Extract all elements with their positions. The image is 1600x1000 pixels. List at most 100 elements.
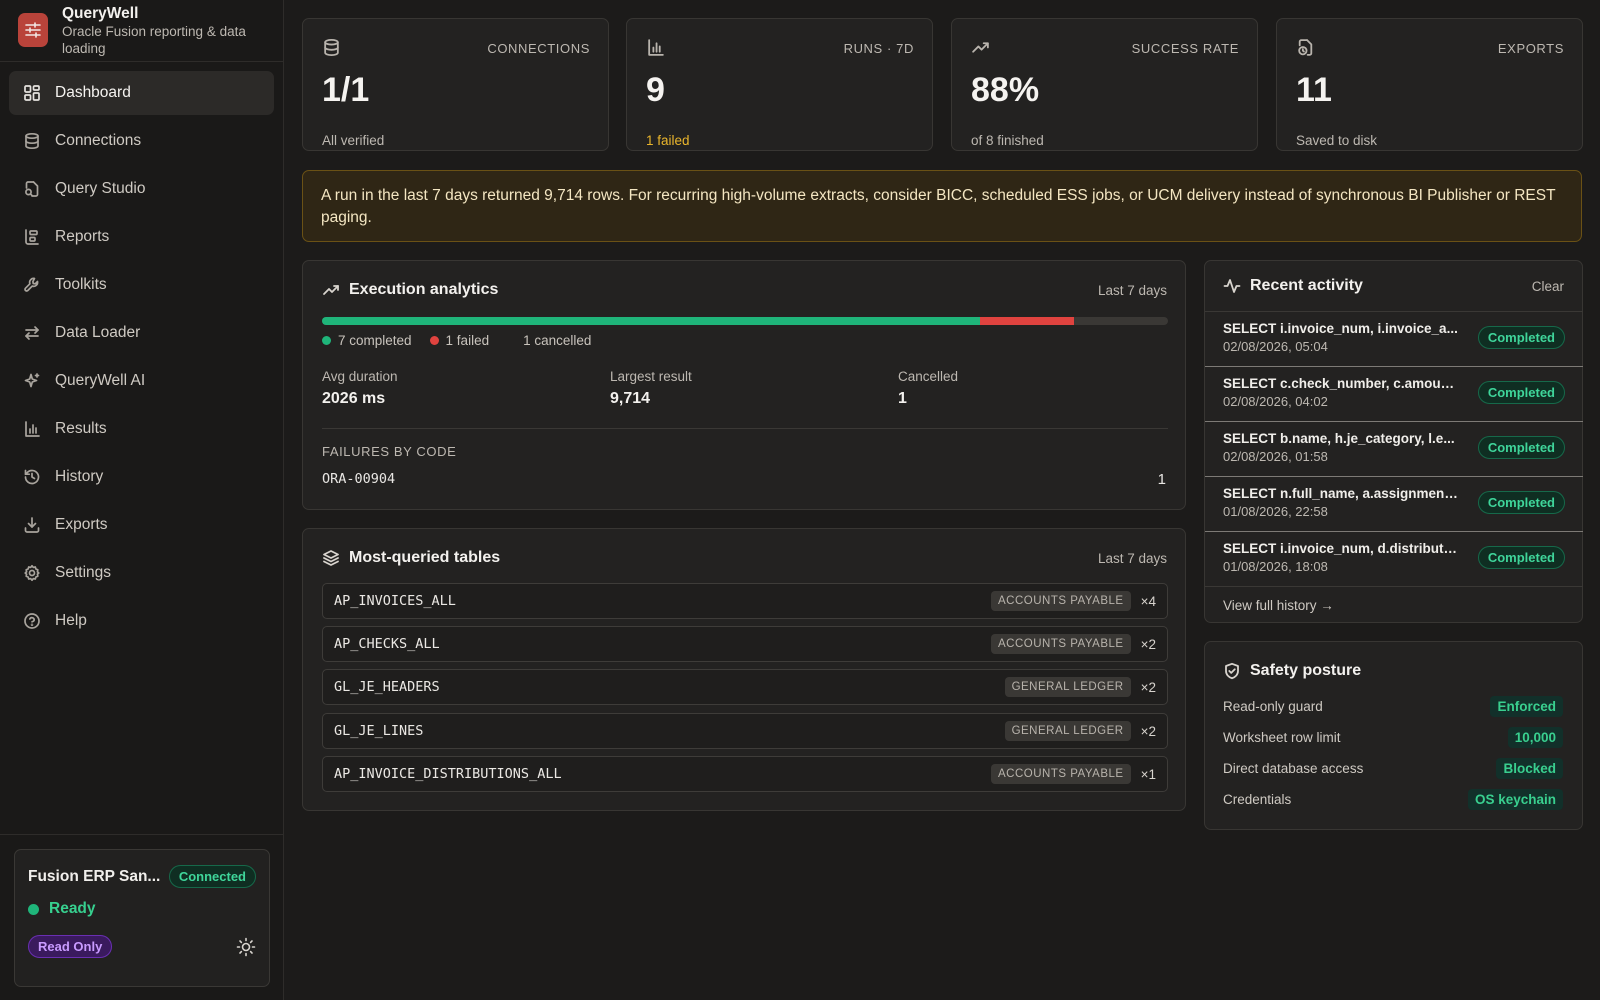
nav-label: Settings bbox=[55, 564, 112, 581]
theme-toggle-sun-icon[interactable] bbox=[236, 937, 256, 957]
app-name: QueryWell bbox=[62, 5, 139, 22]
history-icon bbox=[23, 468, 41, 486]
read-only-badge: Read Only bbox=[28, 935, 113, 958]
stat-value: 9 bbox=[646, 71, 665, 109]
activity-item[interactable]: SELECT i.invoice_num, i.invoice_a... 02/… bbox=[1205, 311, 1583, 366]
stat-sub: 1 failed bbox=[646, 133, 690, 148]
nav-item-querywell-ai[interactable]: QueryWell AI bbox=[9, 359, 274, 403]
bar-chart-icon bbox=[23, 420, 41, 438]
activity-item[interactable]: SELECT n.full_name, a.assignment... 01/0… bbox=[1205, 476, 1583, 531]
table-row[interactable]: AP_INVOICE_DISTRIBUTIONS_ALL ACCOUNTS PA… bbox=[322, 756, 1168, 792]
layers-icon bbox=[322, 549, 349, 567]
status-badge: Completed bbox=[1477, 326, 1565, 349]
clear-activity-button[interactable]: Clear bbox=[1531, 279, 1564, 294]
activity-time: 02/08/2026, 04:02 bbox=[1223, 394, 1328, 409]
dashboard-icon bbox=[23, 84, 41, 102]
safety-row: Worksheet row limit 10,000 bbox=[1223, 727, 1563, 748]
nav-item-reports[interactable]: Reports bbox=[9, 215, 274, 259]
nav-item-history[interactable]: History bbox=[9, 455, 274, 499]
metric-largest-result: Largest result 9,714 bbox=[610, 369, 692, 408]
app-subtitle: Oracle Fusion reporting & data loading bbox=[62, 24, 246, 56]
recent-activity-card: Recent activity Clear SELECT i.invoice_n… bbox=[1204, 260, 1583, 623]
nav-item-dashboard[interactable]: Dashboard bbox=[9, 71, 274, 115]
view-full-history-link[interactable]: View full history → bbox=[1223, 598, 1334, 613]
nav-item-results[interactable]: Results bbox=[9, 407, 274, 451]
metric-value: 2026 ms bbox=[322, 390, 386, 407]
stat-value: 88% bbox=[971, 71, 1040, 109]
progress-completed-segment bbox=[322, 317, 980, 325]
sparkle-icon bbox=[23, 372, 41, 390]
nav-label: Data Loader bbox=[55, 324, 141, 341]
stat-card-runs[interactable]: RUNS · 7D 9 1 failed bbox=[626, 18, 933, 151]
module-tag: ACCOUNTS PAYABLE bbox=[991, 591, 1131, 611]
brand-header: QueryWell Oracle Fusion reporting & data… bbox=[0, 0, 283, 62]
card-title: Execution analytics bbox=[322, 281, 498, 299]
nav-label: Reports bbox=[55, 228, 110, 245]
stat-card-success-rate[interactable]: SUCCESS RATE 88% of 8 finished bbox=[951, 18, 1258, 151]
nav-item-query-studio[interactable]: Query Studio bbox=[9, 167, 274, 211]
safety-row: Direct database access Blocked bbox=[1223, 758, 1563, 779]
divider bbox=[322, 428, 1168, 429]
trend-up-icon bbox=[322, 281, 349, 299]
table-row[interactable]: AP_INVOICES_ALL ACCOUNTS PAYABLE ×4 bbox=[322, 583, 1168, 619]
query-count: ×2 bbox=[1140, 723, 1156, 739]
status-badge: Completed bbox=[1477, 381, 1565, 404]
download-icon bbox=[23, 516, 41, 534]
metric-label: Avg duration bbox=[322, 369, 398, 384]
stat-label: EXPORTS bbox=[1497, 41, 1564, 56]
activity-sql: SELECT c.check_number, c.amoun... bbox=[1223, 376, 1458, 391]
legend-completed: 7 completed bbox=[322, 333, 412, 348]
database-icon bbox=[23, 132, 41, 150]
stat-value: 1/1 bbox=[322, 71, 370, 109]
activity-item[interactable]: SELECT i.invoice_num, d.distributi... 01… bbox=[1205, 531, 1583, 586]
high-volume-warning-banner: A run in the last 7 days returned 9,714 … bbox=[302, 170, 1582, 242]
nav-label: Help bbox=[55, 612, 87, 629]
nav-item-exports[interactable]: Exports bbox=[9, 503, 274, 547]
activity-item[interactable]: SELECT b.name, h.je_category, l.e... 02/… bbox=[1205, 421, 1583, 476]
metric-label: Cancelled bbox=[898, 369, 959, 384]
nav-item-toolkits[interactable]: Toolkits bbox=[9, 263, 274, 307]
table-name: AP_CHECKS_ALL bbox=[334, 636, 440, 652]
stat-sub: of 8 finished bbox=[971, 133, 1044, 148]
stat-card-exports[interactable]: EXPORTS 11 Saved to disk bbox=[1276, 18, 1583, 151]
activity-item[interactable]: SELECT c.check_number, c.amoun... 02/08/… bbox=[1205, 366, 1583, 421]
activity-sql: SELECT i.invoice_num, i.invoice_a... bbox=[1223, 321, 1458, 336]
table-row[interactable]: GL_JE_HEADERS GENERAL LEDGER ×2 bbox=[322, 669, 1168, 705]
shield-check-icon bbox=[1223, 662, 1250, 680]
query-count: ×2 bbox=[1140, 636, 1156, 652]
safety-key: Credentials bbox=[1223, 792, 1292, 807]
stat-card-connections[interactable]: CONNECTIONS 1/1 All verified bbox=[302, 18, 609, 151]
file-clock-icon bbox=[1296, 38, 1315, 60]
nav-item-data-loader[interactable]: Data Loader bbox=[9, 311, 274, 355]
activity-sql: SELECT b.name, h.je_category, l.e... bbox=[1223, 431, 1455, 446]
table-row[interactable]: AP_CHECKS_ALL ACCOUNTS PAYABLE ×2 bbox=[322, 626, 1168, 662]
execution-progress-bar bbox=[322, 317, 1168, 325]
trend-up-icon bbox=[971, 38, 990, 60]
safety-value: OS keychain bbox=[1467, 789, 1563, 810]
analytics-period: Last 7 days bbox=[1097, 283, 1167, 298]
connection-state-label: Ready bbox=[49, 900, 96, 917]
stat-label: SUCCESS RATE bbox=[1131, 41, 1239, 56]
module-tag: GENERAL LEDGER bbox=[1004, 677, 1131, 697]
execution-analytics-card: Execution analytics Last 7 days 7 comple… bbox=[302, 260, 1186, 510]
safety-value: 10,000 bbox=[1507, 727, 1563, 748]
nav-item-settings[interactable]: Settings bbox=[9, 551, 274, 595]
table-row[interactable]: GL_JE_LINES GENERAL LEDGER ×2 bbox=[322, 713, 1168, 749]
active-connection-card[interactable]: Fusion ERP San... Connected Ready Read O… bbox=[14, 849, 270, 987]
safety-title: Safety posture bbox=[1250, 662, 1362, 679]
metric-value: 1 bbox=[898, 390, 907, 407]
metric-value: 9,714 bbox=[610, 390, 651, 407]
module-tag: ACCOUNTS PAYABLE bbox=[991, 764, 1131, 784]
status-badge: Completed bbox=[1477, 491, 1565, 514]
safety-key: Worksheet row limit bbox=[1223, 730, 1341, 745]
nav-label: History bbox=[55, 468, 104, 485]
connection-footer: Fusion ERP San... Connected Ready Read O… bbox=[0, 834, 284, 1000]
connection-name: Fusion ERP San... bbox=[28, 867, 161, 885]
nav-item-help[interactable]: Help bbox=[9, 599, 274, 643]
nav-item-connections[interactable]: Connections bbox=[9, 119, 274, 163]
nav-label: Toolkits bbox=[55, 276, 107, 293]
table-name: AP_INVOICE_DISTRIBUTIONS_ALL bbox=[334, 766, 562, 782]
table-name: AP_INVOICES_ALL bbox=[334, 593, 456, 609]
nav-label: Dashboard bbox=[55, 84, 131, 101]
safety-row: Credentials OS keychain bbox=[1223, 789, 1563, 810]
